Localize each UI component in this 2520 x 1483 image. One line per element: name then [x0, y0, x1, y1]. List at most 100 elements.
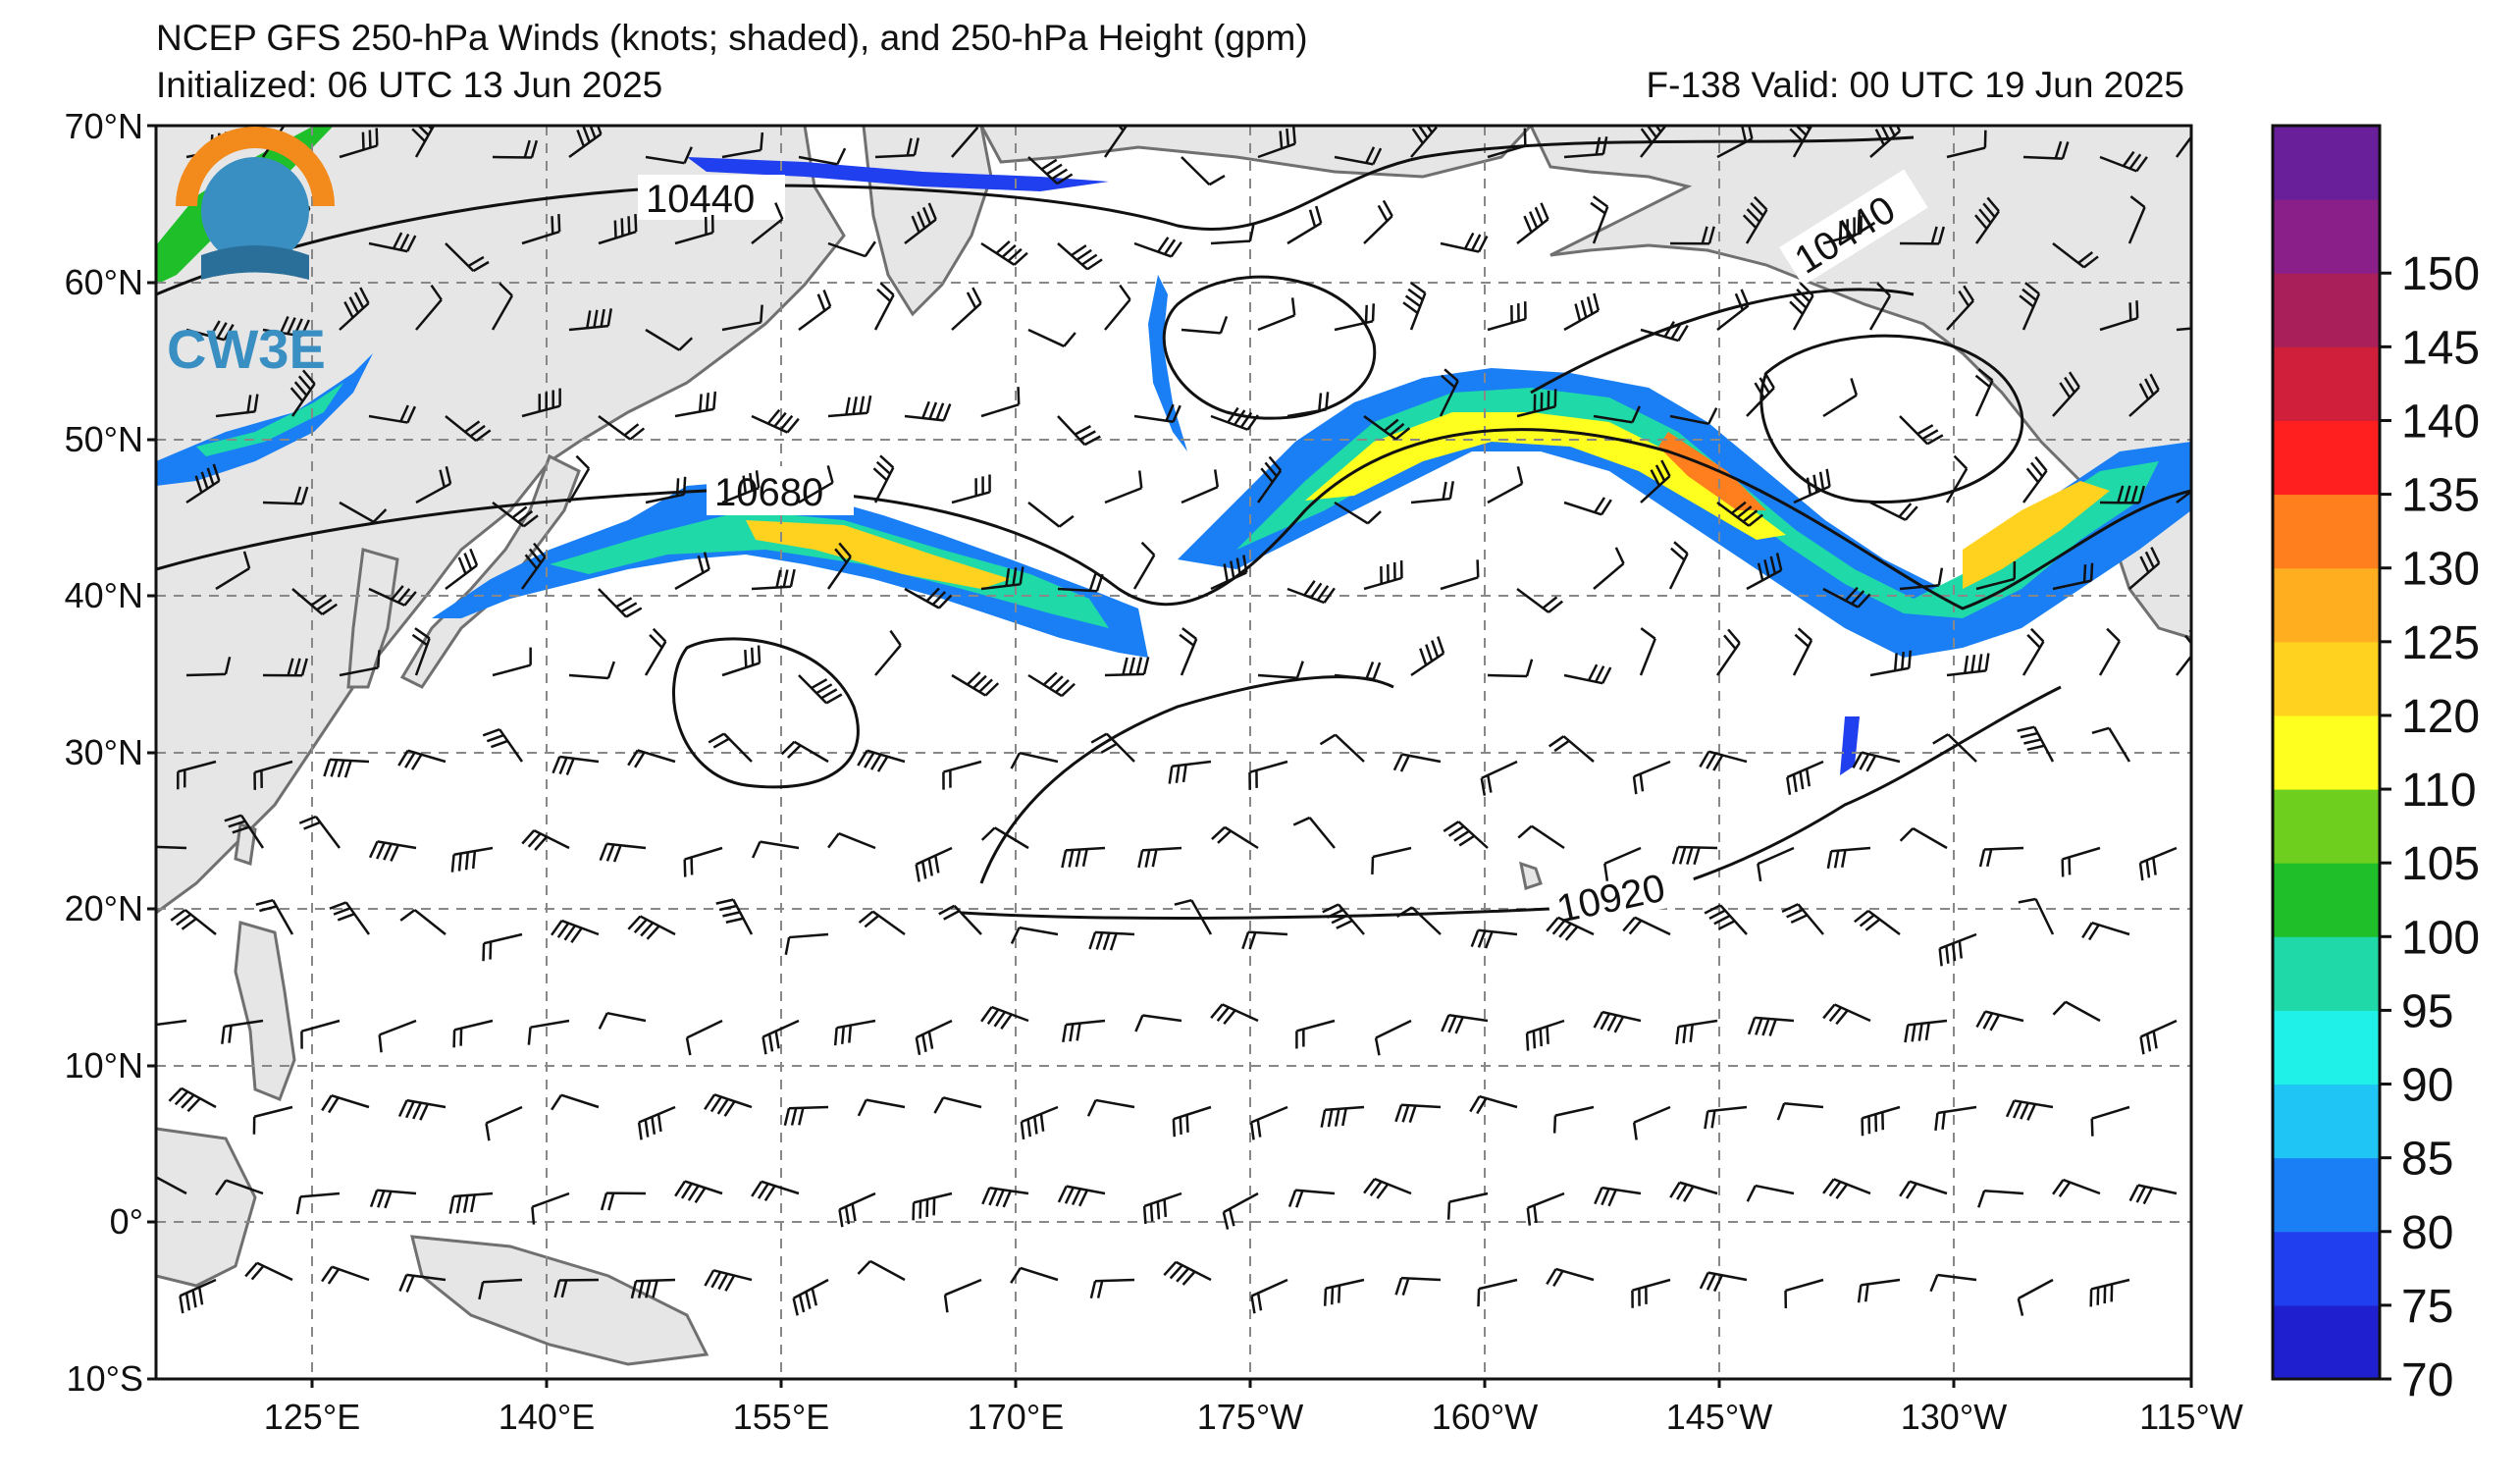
wind-barb	[1103, 126, 1129, 158]
wind-barb	[1640, 126, 1666, 158]
wind-barb	[156, 1019, 187, 1027]
wind-barb	[1394, 1276, 1442, 1297]
wind-barb	[674, 1180, 723, 1204]
wind-barb	[951, 126, 979, 158]
wind-barb	[1899, 567, 1944, 591]
wind-barb	[1793, 468, 1831, 504]
wind-barb	[598, 1011, 647, 1030]
wind-barb	[872, 454, 895, 503]
wind-barb	[598, 214, 638, 245]
colorbar-label: 85	[2401, 1134, 2453, 1186]
wind-barb	[415, 466, 452, 504]
wind-barb	[1487, 128, 1527, 159]
valid-time: F-138 Valid: 00 UTC 19 Jun 2025	[1646, 65, 2184, 105]
wind-barb	[215, 394, 259, 418]
lat-label: 30°N	[65, 732, 143, 772]
wind-barb	[981, 1187, 1029, 1208]
wind-barb	[1334, 661, 1382, 681]
wind-barb	[1286, 580, 1336, 605]
wind-barb	[185, 657, 232, 677]
wind-barb	[833, 1019, 876, 1046]
wind-barb	[1371, 846, 1412, 875]
wind-barb	[1181, 156, 1226, 186]
wind-barb	[1089, 1278, 1135, 1299]
colorbar-segment	[2273, 936, 2380, 1011]
jet-northwest-core	[196, 383, 343, 456]
colorbar: 70 75 80 85 90 95 100 105 110 120 125 130 135 140 145 1…	[2271, 124, 2480, 1406]
wind-barb	[1010, 751, 1059, 769]
wind-barb	[751, 568, 796, 591]
lon-label: 160°W	[1432, 1397, 1538, 1437]
wind-barb	[1210, 555, 1248, 591]
wind-barb	[1104, 657, 1150, 677]
lon-label: 145°W	[1666, 1397, 1772, 1437]
wind-barb	[1133, 237, 1182, 258]
wind-barb	[215, 551, 251, 591]
wind-barb	[942, 760, 982, 790]
wind-barb	[415, 284, 443, 331]
wind-barb	[857, 1259, 906, 1282]
wind-barb	[980, 387, 1021, 418]
wind-barb	[933, 1096, 982, 1114]
lon-labels: 125°E 140°E 155°E 170°E 175°W 160°W 145°…	[264, 1397, 2243, 1437]
wind-barb	[1904, 1019, 1948, 1043]
colorbar-label: 95	[2401, 985, 2453, 1037]
wind-barb	[1978, 846, 2024, 868]
wind-barb	[2052, 242, 2099, 269]
wind-barb	[295, 1192, 341, 1215]
wind-barb	[980, 240, 1028, 266]
wind-barb	[1516, 587, 1563, 613]
wind-barb	[339, 128, 379, 159]
colorbar-segment	[2273, 789, 2380, 864]
wind-barb	[721, 645, 761, 677]
wind-barb	[2017, 725, 2055, 763]
wind-barb	[1946, 653, 1990, 677]
wind-barb	[1168, 760, 1212, 784]
wind-barb	[980, 1005, 1029, 1030]
wind-barb	[215, 1179, 264, 1196]
wind-barb	[637, 1105, 676, 1140]
wind-barb	[2176, 490, 2191, 504]
wind-barb	[2175, 134, 2191, 158]
wind-barb	[721, 132, 764, 159]
wind-barb	[520, 542, 547, 590]
wind-barb	[2052, 1178, 2101, 1197]
wind-barb	[521, 828, 570, 851]
wind-barb	[1211, 825, 1259, 850]
wind-barb	[721, 470, 761, 504]
wind-barb	[262, 658, 308, 677]
wind-barb	[397, 1098, 446, 1121]
wind-barb	[329, 901, 371, 935]
closed-high	[672, 637, 860, 789]
wind-barb	[751, 840, 800, 859]
wind-barb	[1899, 826, 1948, 850]
wind-barb	[1742, 195, 1768, 244]
wind-barb	[2017, 1278, 2054, 1316]
wind-barb	[1946, 130, 1987, 159]
wind-barb	[368, 404, 417, 424]
wind-barb	[1363, 414, 1411, 441]
wind-barb	[1402, 282, 1427, 331]
wind-barb	[904, 202, 937, 244]
wind-barb	[1789, 282, 1814, 331]
wind-barb	[567, 454, 591, 503]
wind-barb	[915, 846, 953, 882]
wind-barb	[827, 832, 876, 850]
wind-barb	[1363, 199, 1393, 244]
wind-barb	[1899, 226, 1946, 245]
wind-barb	[1210, 406, 1259, 431]
jet-central-pacific-peak	[1658, 432, 1766, 510]
wind-barb	[784, 932, 829, 955]
wind-barb	[445, 242, 490, 273]
borneo-indonesia	[156, 1127, 257, 1288]
wind-barb	[1854, 910, 1901, 936]
lat-label: 40°N	[65, 575, 143, 615]
wind-barb	[445, 415, 492, 443]
wind-barb	[1861, 1105, 1901, 1137]
wind-barb	[1088, 930, 1135, 951]
colorbar-label: 145	[2401, 322, 2480, 374]
colorbar-segment	[2273, 494, 2380, 569]
lat-label: 60°N	[65, 262, 143, 302]
wind-barb	[2081, 921, 2130, 941]
wind-barb	[798, 147, 847, 166]
